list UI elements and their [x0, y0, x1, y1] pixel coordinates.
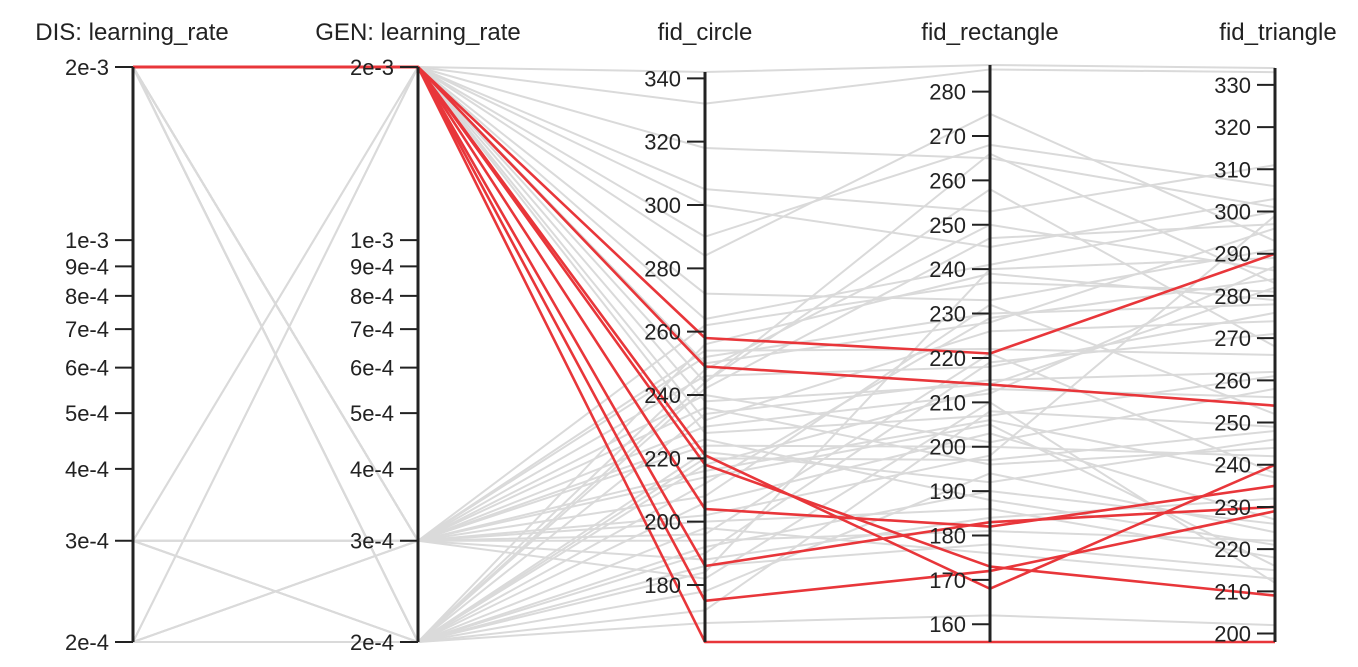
tick-label: 7e-4: [350, 317, 394, 342]
tick-label: 170: [929, 568, 966, 593]
axis-dis_lr: DIS: learning_rate 2e-3 1e-39e-4 8e-4 7e-4 6e…: [35, 19, 228, 655]
axis-title: fid_circle: [658, 19, 753, 46]
tick-label: 240: [644, 383, 681, 408]
tick-label: 260: [929, 168, 966, 193]
tick-label: 2e-4: [350, 630, 394, 655]
axis-gen_lr: GEN: learning_rate 2e-3 1e-39e-4 8e-4 7e-4 6e…: [315, 19, 520, 655]
axis-title: fid_rectangle: [921, 19, 1058, 46]
tick-label: 220: [1214, 537, 1251, 562]
tick-label: 180: [929, 523, 966, 548]
tick-label: 250: [929, 213, 966, 238]
tick-label: 180: [644, 573, 681, 598]
tick-label: 210: [1214, 579, 1251, 604]
tick-label: 320: [1214, 115, 1251, 140]
tick-label: 6e-4: [350, 356, 394, 381]
tick-label: 3e-4: [65, 529, 109, 554]
tick-label: 270: [929, 124, 966, 149]
tick-label: 260: [644, 320, 681, 345]
tick-label: 8e-4: [350, 284, 394, 309]
tick-label: 3e-4: [350, 529, 394, 554]
axis-title: DIS: learning_rate: [35, 19, 228, 46]
tick-label: 310: [1214, 157, 1251, 182]
tick-label: 4e-4: [65, 457, 109, 482]
tick-label: 200: [644, 510, 681, 535]
tick-label: 200: [929, 435, 966, 460]
axis-fid_rectangle: fid_rectangle 280 270 260 250 240 230 220 210 200…: [921, 19, 1059, 642]
tick-label: 280: [644, 256, 681, 281]
tick-label: 300: [644, 193, 681, 218]
tick-label: 220: [644, 446, 681, 471]
tick-label: 7e-4: [65, 317, 109, 342]
axis-fid_triangle: fid_triangle 330 320 310 300 290 280 270 260 250 2…: [1214, 19, 1336, 647]
tick-label: 220: [929, 346, 966, 371]
axes: DIS: learning_rate2e-31e-39e-48e-47e-46e…: [35, 19, 1336, 655]
tick-label: 1e-3: [350, 228, 394, 253]
tick-label: 200: [1214, 622, 1251, 647]
tick-label: 240: [929, 257, 966, 282]
tick-label: 260: [1214, 368, 1251, 393]
axis-title: fid_triangle: [1219, 19, 1336, 46]
tick-label: 280: [929, 80, 966, 105]
axis-title: GEN: learning_rate: [315, 19, 520, 46]
tick-label: 2e-3: [350, 55, 394, 80]
tick-label: 190: [929, 479, 966, 504]
tick-label: 270: [1214, 326, 1251, 351]
tick-label: 250: [1214, 411, 1251, 436]
tick-label: 290: [1214, 242, 1251, 267]
tick-label: 240: [1214, 453, 1251, 478]
tick-label: 9e-4: [350, 254, 394, 279]
tick-label: 340: [644, 66, 681, 91]
tick-label: 9e-4: [65, 254, 109, 279]
tick-label: 2e-4: [65, 630, 109, 655]
tick-label: 6e-4: [65, 356, 109, 381]
axis-fid_circle: fid_circle 340 320 300 280 260 240 220 200 180: [644, 19, 752, 642]
tick-label: 4e-4: [350, 457, 394, 482]
tick-label: 330: [1214, 73, 1251, 98]
tick-label: 230: [1214, 495, 1251, 520]
tick-label: 210: [929, 390, 966, 415]
tick-label: 320: [644, 130, 681, 155]
tick-label: 2e-3: [65, 55, 109, 80]
tick-label: 300: [1214, 200, 1251, 225]
tick-label: 1e-3: [65, 228, 109, 253]
tick-label: 5e-4: [65, 401, 109, 426]
tick-label: 230: [929, 302, 966, 327]
tick-label: 5e-4: [350, 401, 394, 426]
tick-label: 8e-4: [65, 284, 109, 309]
tick-label: 160: [929, 612, 966, 637]
tick-label: 280: [1214, 284, 1251, 309]
